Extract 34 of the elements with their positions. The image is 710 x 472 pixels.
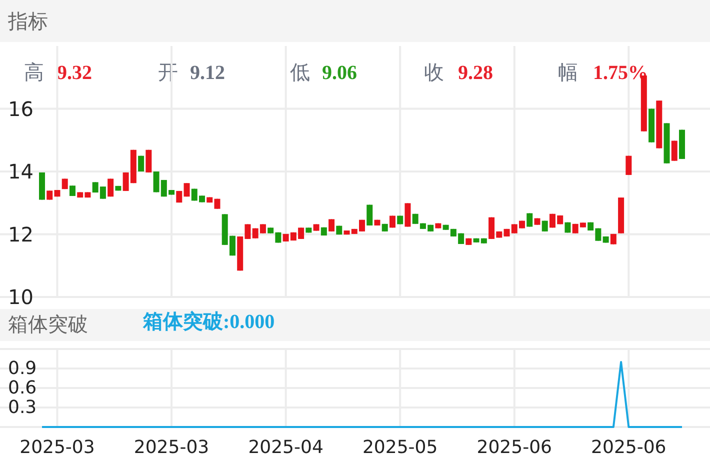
x-tick-label: 2025-05 bbox=[362, 437, 438, 458]
y-tick-label: 12 bbox=[8, 222, 34, 246]
y-tick-label: 0.3 bbox=[8, 397, 37, 418]
annotation: 9.32 bbox=[57, 62, 92, 84]
y-tick-label: 10 bbox=[8, 285, 34, 309]
text: 箱体突破:0.000 bbox=[142, 310, 275, 333]
x-tick-label: 2025-06 bbox=[476, 437, 552, 458]
x-tick-label: 2025-03 bbox=[134, 437, 210, 458]
candlestick bbox=[671, 140, 678, 162]
annotation: 9.12 bbox=[190, 62, 225, 84]
y-tick-label: 16 bbox=[8, 96, 34, 121]
x-tick-label: 2025-04 bbox=[248, 437, 324, 458]
chart-title: 指标 bbox=[7, 9, 48, 33]
annotation: 9.06 bbox=[322, 62, 357, 84]
candlestick bbox=[526, 212, 533, 228]
candlestick bbox=[366, 204, 373, 226]
candlestick bbox=[184, 182, 190, 198]
x-tick-label: 2025-06 bbox=[591, 437, 666, 458]
annotation: 高 bbox=[24, 60, 44, 84]
candlestick bbox=[108, 178, 114, 198]
annotation: 幅 bbox=[558, 60, 578, 84]
annotation: 9.28 bbox=[458, 62, 493, 84]
y-tick-label: 0.6 bbox=[8, 378, 37, 398]
annotation: 低 bbox=[290, 60, 310, 84]
y-tick-label: 0.9 bbox=[8, 358, 37, 379]
candlestick bbox=[328, 218, 335, 232]
candlestick bbox=[404, 202, 411, 228]
candlestick bbox=[626, 155, 632, 176]
y-tick-label: 14 bbox=[8, 160, 34, 184]
chart-title: 箱体突破 bbox=[8, 312, 88, 336]
x-tick-label: 2025-03 bbox=[20, 437, 95, 458]
candlestick bbox=[146, 149, 152, 173]
candlestick bbox=[69, 185, 76, 196]
annotation: 收 bbox=[424, 60, 444, 84]
